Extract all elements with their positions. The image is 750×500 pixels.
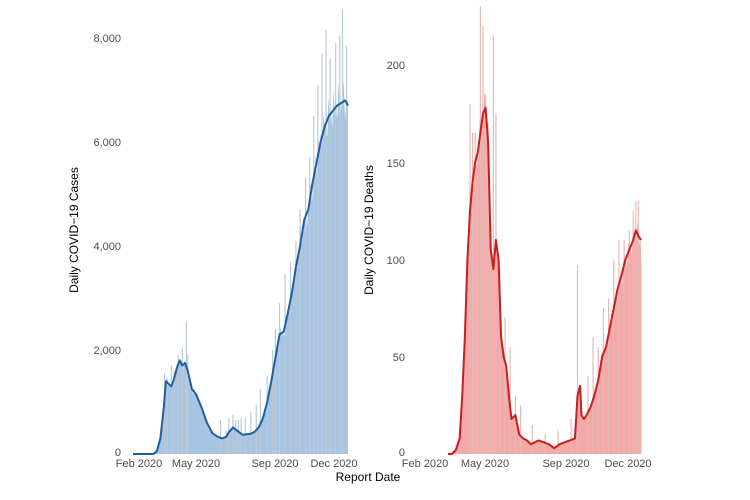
deaths-ytick-150: 150 (387, 158, 405, 170)
deaths-xtick-feb: Feb 2020 (402, 458, 448, 470)
cases-ytick-4000: 4,000 (93, 241, 121, 253)
deaths-daily-spikes (469, 6, 642, 454)
deaths-y-axis: 200 150 100 50 0 Daily COVID−19 Deaths (362, 60, 405, 459)
deaths-ytick-200: 200 (387, 60, 405, 72)
deaths-ytick-0: 0 (399, 447, 405, 459)
deaths-bars (448, 89, 641, 454)
cases-xtick-sep: Sep 2020 (251, 458, 298, 470)
daily-bars-area (448, 89, 641, 454)
cases-y-axis: 8,000 6,000 4,000 2,000 0 Daily COVID−19… (67, 33, 121, 459)
deaths-xtick-may: May 2020 (461, 458, 509, 470)
daily-bars-area (133, 81, 348, 455)
cases-bars (133, 81, 348, 455)
cases-x-axis: Feb 2020 May 2020 Sep 2020 Dec 2020 (116, 458, 358, 470)
deaths-ytick-50: 50 (393, 352, 405, 364)
deaths-average-line (448, 106, 642, 455)
cases-y-axis-title: Daily COVID−19 Cases (67, 167, 81, 293)
deaths-ytick-100: 100 (387, 255, 405, 267)
deaths-xtick-dec: Dec 2020 (604, 458, 651, 470)
cases-xtick-dec: Dec 2020 (310, 458, 357, 470)
cases-xtick-feb: Feb 2020 (116, 458, 162, 470)
cases-ytick-2000: 2,000 (93, 345, 121, 357)
cases-ytick-8000: 8,000 (93, 33, 121, 45)
deaths-x-axis: Feb 2020 May 2020 Sep 2020 Dec 2020 (402, 458, 652, 470)
shared-x-axis-title: Report Date (336, 470, 401, 484)
cases-ytick-6000: 6,000 (93, 137, 121, 149)
deaths-chart-panel: 200 150 100 50 0 Daily COVID−19 Deaths F… (362, 6, 652, 470)
cases-chart-panel: 8,000 6,000 4,000 2,000 0 Daily COVID−19… (67, 9, 358, 470)
deaths-xtick-sep: Sep 2020 (542, 458, 589, 470)
cases-ytick-0: 0 (115, 447, 121, 459)
deaths-y-axis-title: Daily COVID−19 Deaths (362, 165, 376, 295)
cases-average-line (133, 99, 349, 455)
cases-xtick-may: May 2020 (172, 458, 220, 470)
